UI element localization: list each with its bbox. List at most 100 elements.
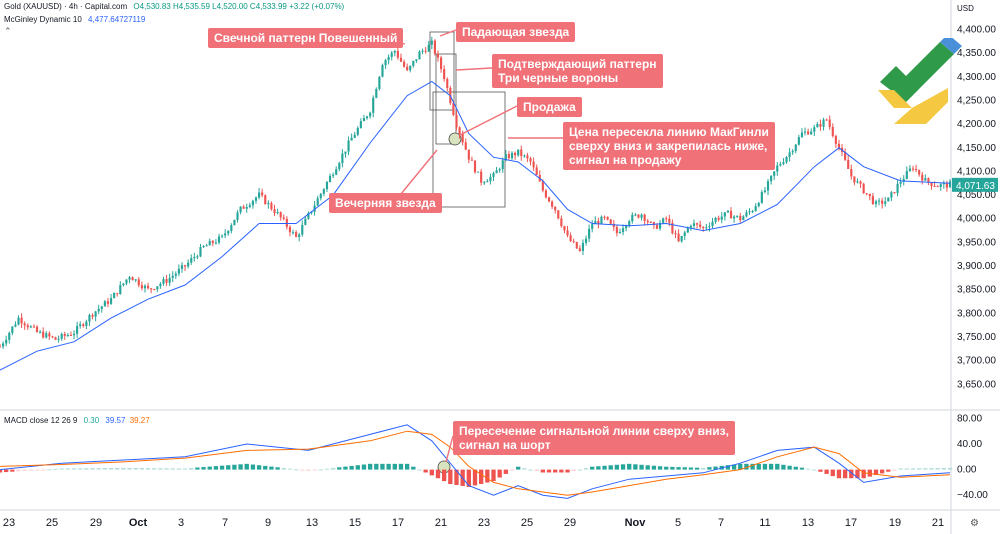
histogram-bar [750,463,755,470]
pattern-boxes [429,31,506,474]
candle-body [261,192,264,196]
candle-body [850,168,853,177]
candle-body [236,212,239,220]
price-axis: USD 3,650.00 3,700.00 3,750.00 3,800.00 3,850… [952,4,998,390]
candle-body [193,256,196,259]
callout-text: Падающая звезда [462,25,570,39]
candle-body [844,151,847,160]
candle-body [773,171,776,176]
candle-body [356,127,359,135]
mcginley-line [0,80,951,371]
last-price-badge [952,177,998,192]
candle-body [335,169,338,175]
callout-text: сигнал на продажу [569,153,682,167]
candle-body [742,216,745,221]
histogram-bar [633,464,638,470]
candle-body [48,333,51,337]
candle-body [381,65,384,77]
candle-body [23,323,26,326]
candle-body [810,131,813,135]
histogram-bar [133,467,138,470]
candle-body [578,248,581,251]
candle-body [322,189,325,194]
candle-body [279,212,282,218]
histogram-bar [102,468,108,470]
candle-body [646,220,649,223]
candle-body [140,285,143,289]
time-tick-label: 23 [478,517,490,529]
price-tick-label: 4,350.00 [957,48,996,59]
candle-body [162,279,165,284]
candle-body [254,197,258,201]
candle-body [887,197,890,202]
candle-body [406,66,409,71]
candle-body [591,224,594,229]
candle-body [492,173,495,177]
candle-body [183,265,187,267]
candles [0,36,952,349]
histogram-bar [269,466,274,470]
candle-body [106,301,110,304]
histogram-bar [509,469,515,471]
histogram-bar [404,463,410,470]
histogram-bar [898,468,903,470]
candle-body [520,149,523,157]
histogram-bar [28,469,34,471]
candle-body [424,50,427,52]
histogram-bar [65,468,71,470]
histogram-bar [287,468,293,470]
signal-value: 39.27 [129,416,150,425]
macd-histogram [0,463,953,487]
ohlc-values: O4,530.83 H4,535.59 L4,520.00 C4,533.99 … [133,2,345,11]
collapse-chevron-icon[interactable]: ⌃ [4,26,12,36]
candle-body [230,225,233,231]
histogram-bar [639,464,644,470]
candle-body [803,131,807,133]
candle-body [233,219,236,226]
sell-point-marker [448,132,462,146]
candle-body [196,256,199,258]
candle-body [618,232,622,234]
candle-body [378,76,381,89]
candle-body [325,181,329,190]
histogram-bar [799,467,805,470]
histogram-bar [818,469,823,472]
candle-body [665,218,668,220]
callout-text: Цена пересекла линию МакГинли [569,125,769,139]
candle-body [171,275,174,278]
candle-body [298,234,301,237]
histogram-bar [744,463,749,470]
candle-body [720,216,723,220]
candle-body [69,334,73,336]
candle-body [205,245,208,247]
candle-body [66,334,69,336]
callout-hanging-man: Свечной паттерн Повешенный [208,28,404,48]
candle-body [72,333,76,336]
candle-body [39,331,42,333]
callout-text: Свечной паттерн Повешенный [214,31,398,45]
histogram-bar [676,467,681,470]
candle-body [79,324,82,327]
candle-body [686,227,689,233]
candle-body [14,324,17,327]
settings-gear-icon[interactable]: ⚙ [970,518,979,529]
pattern-box [435,53,457,145]
candle-body [890,192,893,198]
histogram-bar [947,467,953,470]
histogram-bar [176,468,182,470]
candle-body [748,211,751,213]
candle-body [436,53,440,58]
histogram-bar [528,469,533,471]
candle-body [199,247,202,257]
candle-body [239,206,242,213]
candle-body [526,155,529,159]
candle-body [615,227,618,234]
candle-body [865,193,868,195]
candle-body [939,184,942,187]
candle-body [452,103,455,115]
candle-body [369,112,372,117]
candle-body [551,201,554,207]
candle-body [159,283,162,287]
last-price-text: 4,071.63 [956,181,995,192]
